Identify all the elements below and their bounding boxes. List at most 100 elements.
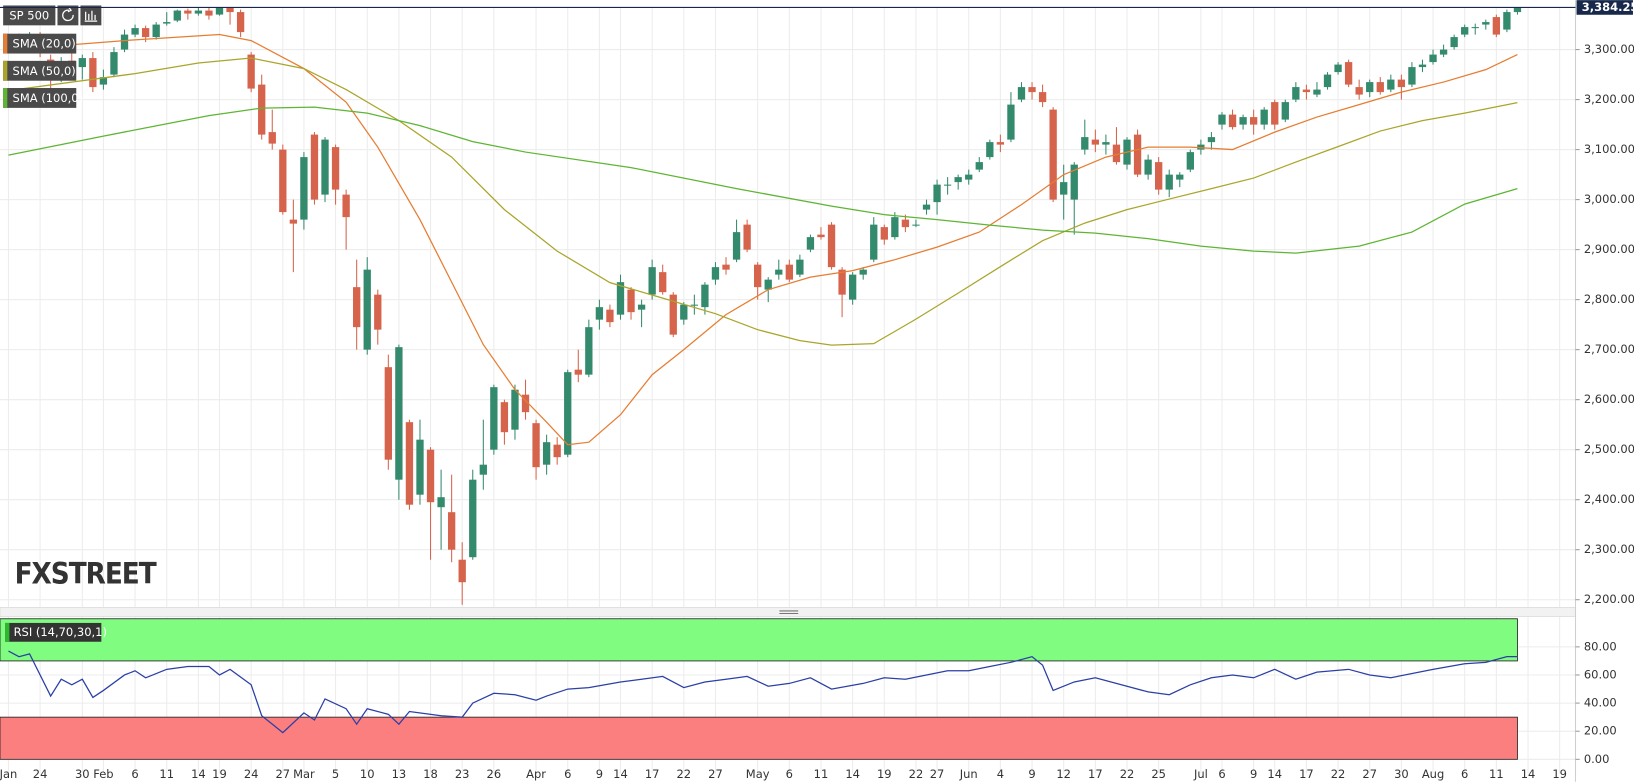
candle-body — [1313, 89, 1321, 95]
refresh-button[interactable] — [57, 5, 79, 26]
candle-body — [1102, 142, 1110, 145]
x-tick-label: Jul — [1193, 767, 1208, 781]
x-tick-label: 13 — [392, 767, 407, 781]
legend-swatch — [3, 60, 8, 81]
candle-body — [1049, 109, 1057, 200]
candle-body — [848, 274, 857, 300]
x-tick-label: 22 — [1331, 767, 1346, 781]
x-tick-label: 17 — [1299, 767, 1314, 781]
candle-body — [342, 194, 350, 218]
candle-body — [215, 7, 224, 15]
candle-body — [458, 559, 466, 583]
candle-body — [764, 279, 772, 290]
candle-body — [1387, 79, 1395, 90]
candle-body — [1186, 152, 1194, 170]
y-tick-label: 2,800.00 — [1584, 292, 1634, 306]
bars-icon — [84, 10, 98, 22]
legend-box[interactable] — [3, 88, 77, 108]
candle-body — [1155, 162, 1163, 190]
y-tick-label: 2,200.00 — [1584, 592, 1634, 606]
y-tick-label: 2,900.00 — [1584, 242, 1634, 256]
x-tick-label: 14 — [845, 767, 860, 781]
candle-body — [279, 149, 287, 213]
x-tick-label: 22 — [1120, 767, 1135, 781]
candle-body — [490, 387, 498, 450]
candle-body — [1060, 182, 1068, 195]
candle-body — [711, 267, 720, 280]
candle-body — [1007, 104, 1015, 140]
y-tick-label: 2,500.00 — [1584, 442, 1634, 456]
candle-body — [743, 224, 751, 250]
candle-body — [542, 442, 551, 465]
candle-body — [110, 52, 118, 75]
candle-body — [1397, 79, 1406, 88]
legend-box[interactable] — [3, 60, 77, 81]
candle-body — [1271, 102, 1279, 125]
candle-body — [954, 177, 962, 183]
x-tick-label: 19 — [877, 767, 892, 781]
x-tick-label: 18 — [423, 767, 438, 781]
candle-body — [426, 449, 435, 503]
candle-body — [500, 402, 509, 433]
watermark: FXSTREET — [15, 556, 157, 590]
candle-body — [1081, 137, 1089, 150]
x-tick-label: 23 — [455, 767, 470, 781]
candle-body — [606, 309, 614, 323]
candle-body — [236, 12, 245, 33]
candle-body — [268, 132, 276, 144]
x-tick-label: 30 — [1394, 767, 1409, 781]
x-tick-label: Apr — [526, 767, 546, 781]
legend-box[interactable] — [3, 5, 56, 26]
candle-body — [384, 367, 392, 460]
candle-body — [120, 34, 129, 50]
candle-body — [437, 497, 445, 508]
x-tick-label: 11 — [159, 767, 174, 781]
candle-body — [669, 294, 677, 335]
x-tick-label: 9 — [596, 767, 603, 781]
candle-body — [374, 294, 382, 330]
candle-body — [78, 58, 86, 68]
candle-body — [1429, 54, 1437, 63]
candle-body — [806, 237, 815, 250]
settings-button[interactable] — [80, 5, 102, 26]
line — [8, 57, 1518, 346]
x-tick-label: 27 — [1362, 767, 1377, 781]
x-tick-label: May — [746, 767, 770, 781]
legend-box[interactable] — [3, 33, 77, 54]
y-tick-label: 3,200.00 — [1584, 92, 1634, 106]
legend-title: SP 500 — [9, 8, 49, 22]
x-tick-label: Jun — [959, 767, 978, 781]
legend: SMA (20,0) SMA (50,0) SMA (100,0) RSI (14,7… — [3, 33, 107, 642]
panel-divider[interactable] — [0, 607, 1576, 617]
candle-body — [1418, 64, 1427, 68]
legend-label: SMA (100,0) — [13, 91, 84, 105]
x-tick-label: 14 — [191, 767, 206, 781]
candle-body — [532, 423, 540, 468]
x-tick-label: 19 — [1552, 767, 1567, 781]
y-tick-label: 2,400.00 — [1584, 492, 1634, 506]
candle-body — [975, 162, 983, 170]
candle-body — [880, 227, 888, 240]
candle-body — [722, 264, 730, 270]
candle-body — [732, 232, 741, 260]
candle-body — [891, 217, 899, 238]
legend-box[interactable] — [5, 622, 102, 642]
candle-body — [1028, 87, 1036, 93]
legend-swatch — [5, 622, 10, 642]
candle-body — [1461, 27, 1469, 35]
candle-body — [447, 512, 456, 550]
x-tick-label: 27 — [930, 767, 945, 781]
x-tick-label: Jan — [0, 767, 17, 781]
x-tick-label: 6 — [564, 767, 571, 781]
y-tick-label: 3,100.00 — [1584, 142, 1634, 156]
candle-body — [1112, 144, 1121, 163]
x-tick-label: 17 — [645, 767, 660, 781]
x-tick-label: 12 — [1056, 767, 1071, 781]
candle-body — [1281, 102, 1289, 120]
x-tick-label: Feb — [93, 767, 113, 781]
candle-body — [163, 22, 171, 24]
candle-body — [405, 422, 414, 505]
candle-body — [1302, 89, 1311, 93]
legend-swatch — [3, 88, 8, 108]
candle-body — [226, 7, 234, 13]
